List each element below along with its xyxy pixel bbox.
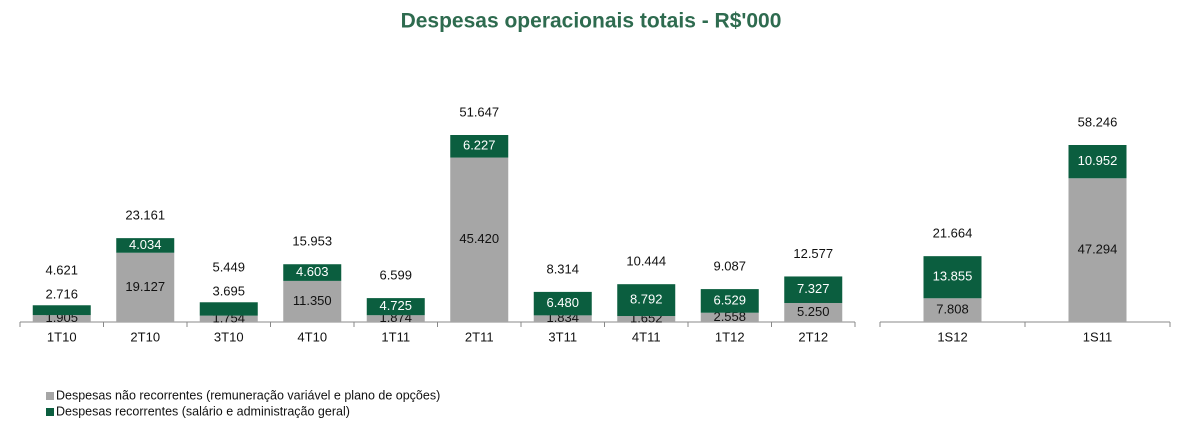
value-label: 45.420 (459, 231, 499, 246)
bar-segment (450, 135, 509, 158)
bar-segment (700, 312, 759, 322)
bar-segment (923, 256, 982, 299)
x-tick-label: 1T11 (381, 329, 410, 344)
value-label: 19.127 (125, 279, 165, 294)
chart-title: Despesas operacionais totais - R$'000 (401, 10, 782, 33)
bar-segment (116, 252, 175, 322)
value-label: 13.855 (933, 269, 973, 284)
bar-segment (533, 315, 592, 322)
x-tick-label: 2T10 (130, 329, 160, 344)
x-tick-label: 1T12 (715, 329, 745, 344)
bar-segment (283, 264, 342, 281)
value-label: 3.695 (212, 284, 245, 299)
total-label: 15.953 (292, 234, 332, 249)
total-label: 10.444 (626, 254, 666, 269)
x-tick-label: 1S11 (1083, 329, 1112, 344)
x-tick-label: 3T10 (214, 329, 244, 344)
value-label: 7.327 (797, 281, 830, 296)
x-tick-label: 2T12 (798, 329, 828, 344)
total-label: 51.647 (459, 104, 499, 119)
bar-segment (199, 302, 258, 316)
x-tick-label: 1S12 (937, 329, 967, 344)
bar-segment (116, 238, 175, 253)
x-tick-label: 3T11 (548, 329, 577, 344)
bar-segment (199, 315, 258, 322)
total-label: 8.314 (546, 261, 579, 276)
x-tick-label: 4T10 (297, 329, 327, 344)
total-label: 4.621 (45, 263, 78, 278)
value-label: 11.350 (293, 293, 332, 308)
legend-label: Despesas não recorrentes (remuneração va… (56, 388, 440, 402)
bar-segment (450, 157, 509, 322)
value-label: 6.227 (463, 138, 496, 153)
total-label: 5.449 (212, 260, 245, 275)
bar-segment (366, 315, 425, 322)
total-label: 6.599 (379, 268, 412, 283)
x-tick-label: 2T11 (465, 329, 494, 344)
value-label: 6.480 (546, 295, 579, 310)
value-label: 7.808 (936, 302, 969, 317)
bar-segment (784, 302, 843, 322)
bar-segment (617, 316, 676, 322)
value-label: 10.952 (1078, 153, 1118, 168)
bar-segment (1068, 145, 1127, 179)
total-label: 12.577 (793, 246, 833, 261)
bar-segment (533, 291, 592, 316)
value-label: 2.716 (45, 287, 78, 302)
x-tick-label: 4T11 (632, 329, 661, 344)
value-label: 8.792 (630, 292, 663, 307)
bar-segment (283, 280, 342, 322)
total-label: 23.161 (125, 208, 165, 223)
value-label: 6.529 (713, 292, 746, 307)
total-label: 9.087 (713, 259, 746, 274)
total-label: 21.664 (933, 226, 973, 241)
value-label: 4.603 (296, 264, 329, 279)
bar-segment (923, 298, 982, 322)
bar-segment (1068, 178, 1127, 322)
legend-swatch (46, 408, 54, 416)
bar-segment (32, 305, 91, 316)
x-tick-label: 1T10 (47, 329, 77, 344)
value-label: 5.250 (797, 304, 830, 319)
value-label: 47.294 (1078, 242, 1118, 257)
total-label: 58.246 (1078, 114, 1118, 129)
bar-segment (700, 289, 759, 313)
bar-segment (617, 284, 676, 317)
legend-swatch (46, 392, 54, 400)
value-label: 4.725 (379, 298, 412, 313)
legend-label: Despesas recorrentes (salário e administ… (56, 404, 350, 418)
bar-segment (366, 298, 425, 316)
bar-segment (32, 315, 91, 322)
value-label: 4.034 (129, 237, 162, 252)
bar-segment (784, 276, 843, 303)
